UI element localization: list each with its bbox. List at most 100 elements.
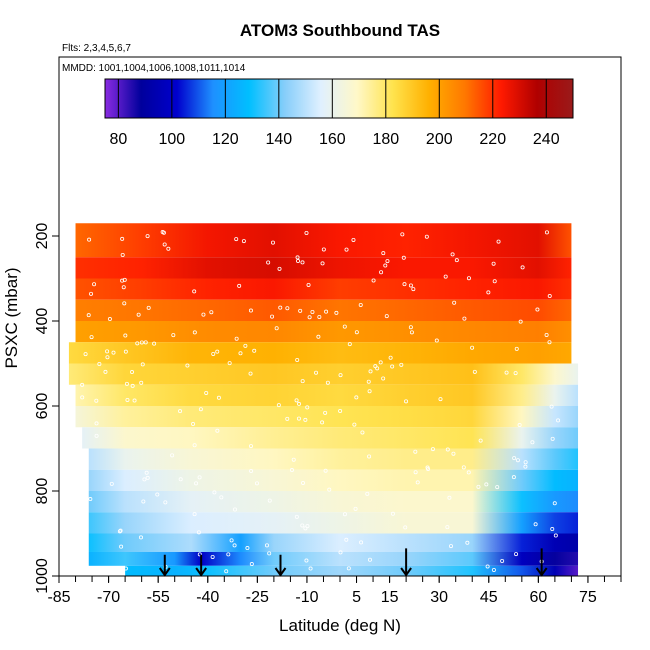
- sample-point: [379, 270, 384, 275]
- sample-point: [232, 507, 237, 512]
- sample-point: [303, 526, 308, 531]
- flight-arrows: [158, 548, 548, 577]
- sample-point: [385, 259, 390, 264]
- sample-point: [346, 566, 351, 571]
- flight-arrow: [535, 548, 548, 577]
- x-tick-label: -70: [97, 589, 120, 606]
- sample-point: [491, 261, 496, 266]
- sample-point: [367, 557, 372, 562]
- sample-point: [142, 477, 147, 482]
- flight-arrow: [158, 554, 171, 577]
- sample-point: [162, 242, 167, 247]
- sample-point: [443, 274, 448, 279]
- sample-point: [518, 319, 523, 324]
- sample-point: [166, 246, 171, 251]
- sample-point: [163, 500, 168, 505]
- sample-point: [87, 237, 92, 242]
- heatmap-layer: [75, 299, 572, 321]
- sample-point: [266, 260, 271, 265]
- sample-point: [80, 395, 85, 400]
- x-tick-label: -40: [196, 589, 219, 606]
- sample-point: [237, 283, 242, 288]
- sample-point: [445, 447, 450, 452]
- heatmap-layer: [125, 565, 579, 576]
- sample-point: [408, 325, 413, 330]
- sample-point: [215, 349, 220, 354]
- sample-point: [124, 381, 129, 386]
- heatmap-layer: [75, 406, 579, 428]
- y-tick-label: 600: [34, 393, 51, 420]
- sample-point: [192, 330, 197, 335]
- sample-point: [523, 460, 528, 465]
- sample-point: [338, 373, 343, 378]
- colorbar-tick-label: 220: [479, 131, 506, 148]
- flights-label: Flts: 2,3,4,5,6,7: [62, 43, 131, 54]
- x-tick-label: -25: [246, 589, 269, 606]
- x-axis-label: Latitude (deg N): [279, 616, 401, 635]
- sample-point: [383, 263, 388, 268]
- heatmap-layer: [88, 551, 579, 566]
- heatmap-layer: [68, 363, 579, 385]
- sample-point: [171, 333, 176, 338]
- sample-point: [403, 525, 408, 530]
- colorbar-tick-label: 100: [159, 131, 186, 148]
- sample-point: [109, 481, 114, 486]
- sample-point: [248, 444, 253, 449]
- sample-point: [447, 495, 452, 500]
- heatmap-layer: [68, 342, 572, 364]
- flight-arrow: [274, 554, 287, 577]
- sample-point: [300, 260, 305, 265]
- sample-point: [500, 558, 505, 563]
- sample-point: [296, 416, 301, 421]
- sample-point: [451, 451, 456, 456]
- x-tick-label: -85: [47, 589, 70, 606]
- sample-point: [307, 315, 312, 320]
- sample-point: [352, 422, 357, 427]
- x-tick-label: 15: [381, 589, 399, 606]
- sample-point: [365, 491, 370, 496]
- sample-point: [514, 552, 519, 557]
- heatmap-layer: [88, 448, 579, 470]
- sample-point: [143, 340, 148, 345]
- sample-point: [520, 265, 525, 270]
- sample-point: [450, 252, 455, 257]
- sample-point: [249, 469, 254, 474]
- sample-point: [248, 308, 253, 313]
- sample-point: [120, 236, 125, 241]
- sample-point: [122, 301, 127, 306]
- sample-point: [226, 552, 231, 557]
- sample-point: [155, 492, 160, 497]
- sample-point: [296, 259, 301, 264]
- sample-point: [141, 499, 146, 504]
- sample-point: [145, 475, 150, 480]
- sample-point: [401, 255, 406, 260]
- sample-point: [334, 310, 339, 315]
- sample-point: [132, 398, 137, 403]
- sample-point: [304, 558, 309, 563]
- sample-point: [94, 421, 99, 426]
- sample-point: [514, 346, 519, 351]
- sample-point: [191, 422, 196, 427]
- sample-point: [371, 278, 376, 283]
- sample-point: [285, 306, 290, 311]
- sample-point: [291, 457, 296, 462]
- sample-point: [227, 361, 232, 366]
- sample-point: [274, 326, 279, 331]
- sample-point: [97, 362, 102, 367]
- sample-point: [549, 404, 554, 409]
- sample-point: [278, 305, 283, 310]
- sample-point: [415, 480, 420, 485]
- sample-point: [400, 232, 405, 237]
- sample-point: [556, 418, 561, 423]
- sample-point: [130, 370, 135, 375]
- sample-point: [241, 239, 246, 244]
- sample-point: [470, 345, 475, 350]
- sample-point: [320, 261, 325, 266]
- sample-point: [229, 538, 234, 543]
- sample-point: [384, 314, 389, 319]
- sample-point: [495, 485, 500, 490]
- sample-point: [359, 540, 364, 545]
- sample-point: [306, 282, 311, 287]
- sample-point: [276, 403, 281, 408]
